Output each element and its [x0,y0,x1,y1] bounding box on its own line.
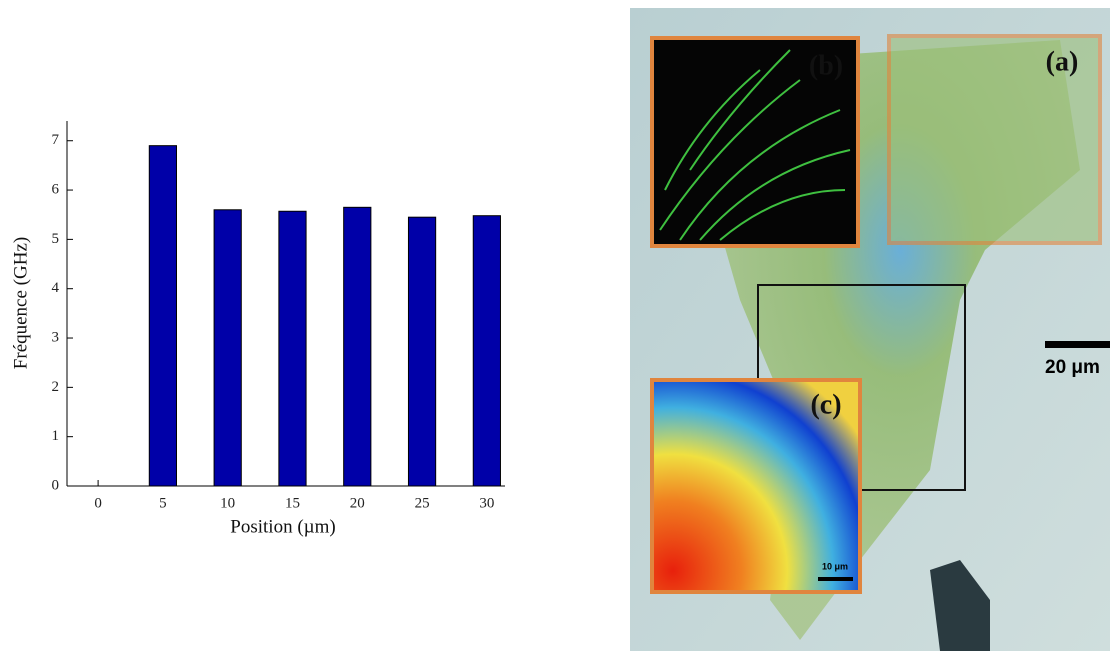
bar [407,216,437,487]
x-tick-label: 10 [220,495,235,511]
inset-scale-bar [818,577,853,581]
micrograph: (b) (a) (c) 20 μm 10 μm [630,8,1110,651]
inset-a [887,34,1102,245]
y-tick-label: 0 [52,477,60,493]
scale-bar-label: 20 μm [1045,357,1100,378]
panel-label: (c) [810,389,841,420]
inset-scale-bar-label: 10 μm [822,561,848,571]
x-tick-label: 20 [350,495,365,511]
panel-label: (a) [1046,46,1079,77]
x-tick-label: 25 [415,495,430,511]
bar [343,206,372,487]
x-tick-label: 15 [285,495,300,511]
scale-bar [1045,341,1110,348]
x-tick-label: 0 [94,495,102,511]
inset-c [650,378,862,594]
bar [472,215,501,487]
x-tick-label: 5 [159,495,167,511]
fibers [659,49,851,241]
x-tick-label: 30 [479,495,494,511]
bar [213,209,242,487]
bar [278,210,307,487]
y-tick-label: 3 [52,329,60,345]
y-tick-label: 1 [52,428,60,444]
y-tick-label: 5 [52,231,60,247]
bar-chart: Position (µm) Fréquence (GHz) 0 1 2 3 4 5 6 7 0 5… [10,121,505,537]
bar [148,145,178,487]
x-axis-title: Position (µm) [230,516,335,537]
debris [930,560,990,651]
y-tick-label: 4 [52,280,60,296]
panel-label: (b) [809,50,843,81]
y-tick-label: 2 [52,379,60,395]
inset-b [650,36,860,248]
y-tick-label: 7 [52,132,60,148]
y-tick-label: 6 [52,181,60,197]
y-axis-title: Fréquence (GHz) [10,237,31,369]
